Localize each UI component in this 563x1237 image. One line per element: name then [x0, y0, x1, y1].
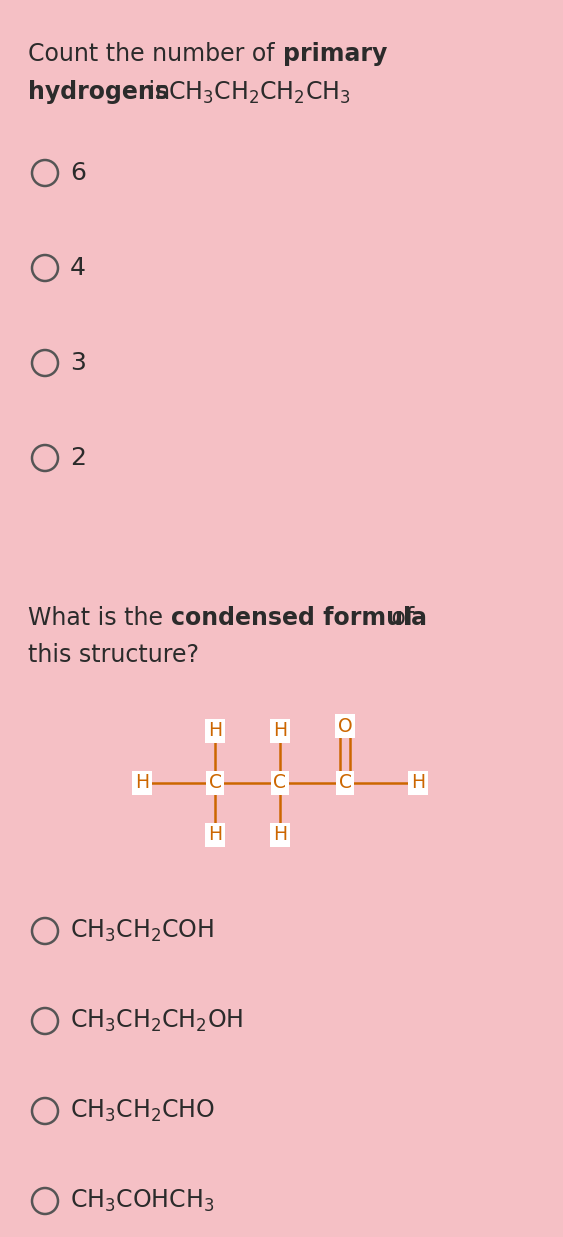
Text: C: C — [274, 773, 287, 793]
Text: C: C — [208, 773, 221, 793]
Text: 2: 2 — [70, 447, 86, 470]
Text: CH$_3$CH$_2$CHO: CH$_3$CH$_2$CHO — [70, 1098, 215, 1124]
Text: this structure?: this structure? — [28, 643, 199, 667]
Text: H: H — [135, 773, 149, 793]
Text: in: in — [141, 80, 177, 104]
Text: 3: 3 — [70, 351, 86, 375]
Text: H: H — [411, 773, 425, 793]
Text: Count the number of: Count the number of — [28, 42, 282, 66]
Text: condensed formula: condensed formula — [171, 606, 427, 630]
Text: primary: primary — [283, 42, 387, 66]
Text: H: H — [273, 825, 287, 845]
Text: 6: 6 — [70, 161, 86, 186]
Text: H: H — [273, 721, 287, 741]
Text: of: of — [384, 606, 414, 630]
Text: CH$_3$CH$_2$COH: CH$_3$CH$_2$COH — [70, 918, 214, 944]
Text: H: H — [208, 721, 222, 741]
Text: hydrogens: hydrogens — [28, 80, 169, 104]
Text: H: H — [208, 825, 222, 845]
Text: C: C — [338, 773, 351, 793]
Text: What is the: What is the — [28, 606, 171, 630]
Text: CH$_3$CH$_2$CH$_2$CH$_3$: CH$_3$CH$_2$CH$_2$CH$_3$ — [168, 80, 351, 106]
Text: CH$_3$CH$_2$CH$_2$OH: CH$_3$CH$_2$CH$_2$OH — [70, 1008, 243, 1034]
Text: 4: 4 — [70, 256, 86, 280]
Text: O: O — [338, 716, 352, 736]
Text: CH$_3$COHCH$_3$: CH$_3$COHCH$_3$ — [70, 1188, 214, 1213]
